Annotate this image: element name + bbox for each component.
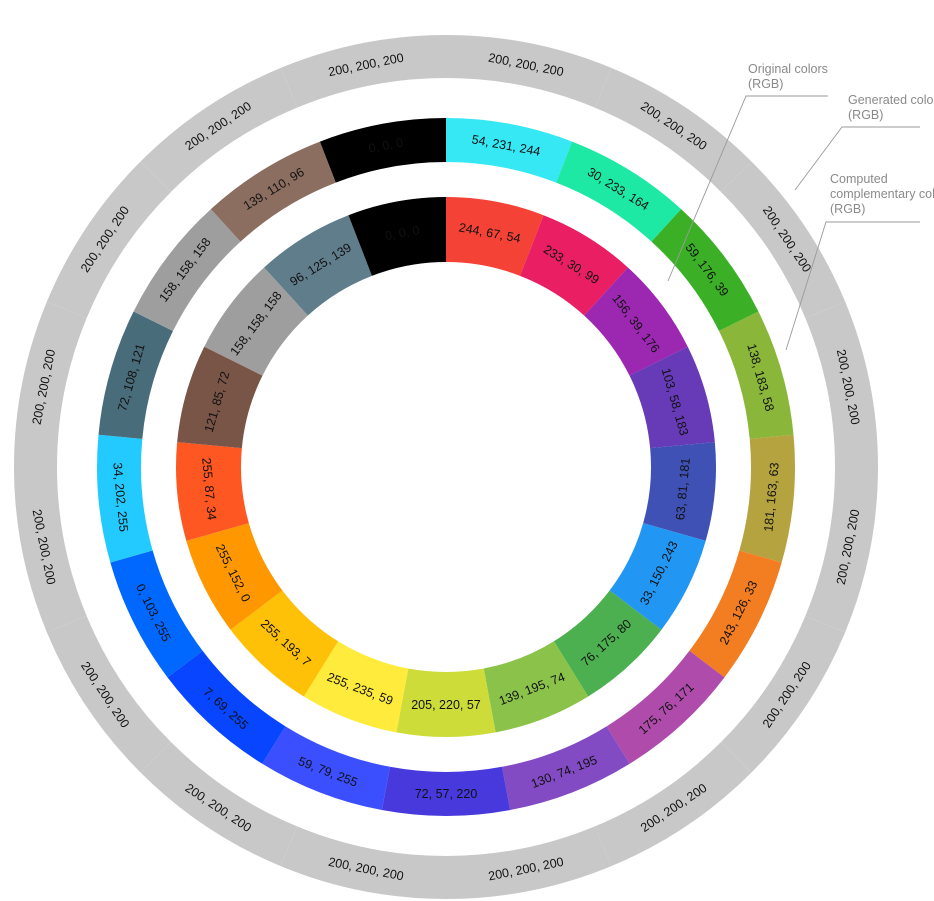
generated-segment-4 xyxy=(719,311,794,439)
generated-segment-12 xyxy=(110,550,203,678)
complementary-segment-13 xyxy=(14,301,87,467)
generated-segment-8 xyxy=(502,726,630,811)
legend-generated-leader xyxy=(794,126,920,191)
original-segment-12 xyxy=(186,523,283,630)
original-segment-4 xyxy=(629,346,715,449)
original-label-9: 205, 220, 57 xyxy=(411,698,481,712)
legend-original-leader xyxy=(667,95,828,282)
generated-label-13: 34, 202, 255 xyxy=(110,462,130,533)
generated-segment-13 xyxy=(97,434,153,563)
complementary-segment-15 xyxy=(140,67,298,192)
original-segment-11 xyxy=(230,590,339,697)
original-segment-10 xyxy=(303,641,409,733)
legend-complementary-line2: complementary colors xyxy=(830,187,934,201)
legend-complementary-line3: (RGB) xyxy=(830,202,865,216)
generated-segment-16 xyxy=(210,141,336,242)
legend-generated-line1: Generated colors xyxy=(848,93,934,107)
original-segment-5 xyxy=(643,442,717,541)
generated-segment-17 xyxy=(319,118,446,183)
original-label-5: 63, 81, 181 xyxy=(673,457,693,521)
complementary-segment-14 xyxy=(46,161,171,319)
complementary-segment-6 xyxy=(721,615,846,773)
generated-segment-2 xyxy=(556,141,682,242)
original-segment-14 xyxy=(177,346,263,449)
complementary-segment-1 xyxy=(446,34,612,108)
generated-segment-3 xyxy=(651,209,759,332)
original-segment-7 xyxy=(553,590,662,697)
legend: Original colors (RGB) Generated colors (… xyxy=(667,62,934,351)
generated-segment-11 xyxy=(167,650,286,764)
legend-original: Original colors (RGB) xyxy=(748,62,831,91)
original-segment-16 xyxy=(264,215,372,316)
legend-original-line1: Original colors xyxy=(748,62,828,76)
complementary-segment-12 xyxy=(13,467,87,633)
complementary-segment-5 xyxy=(805,467,878,633)
original-segment-8 xyxy=(483,641,589,733)
generated-label-9: 72, 57, 220 xyxy=(415,787,478,801)
generated-segment-10 xyxy=(262,726,390,811)
generated-segment-1 xyxy=(446,118,573,183)
complementary-segment-8 xyxy=(446,826,612,899)
generated-segment-7 xyxy=(606,650,725,764)
legend-generated: Generated colors (RGB) xyxy=(848,93,934,122)
generated-segment-9 xyxy=(381,766,511,817)
original-segment-15 xyxy=(204,267,308,376)
generated-segment-6 xyxy=(689,550,782,678)
legend-generated-line2: (RGB) xyxy=(848,108,883,122)
original-segment-9 xyxy=(396,668,496,737)
generated-label-17: 0, 0, 0 xyxy=(368,135,405,155)
complementary-segment-16 xyxy=(280,35,446,108)
original-segment-6 xyxy=(609,523,706,630)
complementary-segment-2 xyxy=(594,67,752,192)
legend-complementary-line1: Computed xyxy=(830,172,888,186)
complementary-segment-10 xyxy=(140,742,298,867)
complementary-segment-4 xyxy=(805,301,878,467)
complementary-segment-9 xyxy=(280,826,446,899)
complementary-segment-3 xyxy=(721,161,846,319)
complementary-segment-7 xyxy=(594,742,752,867)
original-label-17: 0, 0, 0 xyxy=(384,223,421,243)
legend-complementary: Computed complementary colors (RGB) xyxy=(830,172,934,216)
complementary-segment-11 xyxy=(46,615,171,773)
generated-label-5: 181, 163, 63 xyxy=(761,462,781,533)
generated-segment-15 xyxy=(133,209,241,332)
legend-original-line2: (RGB) xyxy=(748,77,783,91)
original-segment-1 xyxy=(446,196,544,276)
original-label-13: 255, 87, 34 xyxy=(199,457,219,521)
generated-segment-14 xyxy=(98,311,173,439)
legend-complementary-leader xyxy=(785,221,920,351)
original-segment-13 xyxy=(175,442,249,541)
original-segment-17 xyxy=(348,196,446,276)
original-segment-2 xyxy=(520,215,628,316)
original-segment-3 xyxy=(584,267,688,376)
generated-segment-5 xyxy=(739,434,795,563)
